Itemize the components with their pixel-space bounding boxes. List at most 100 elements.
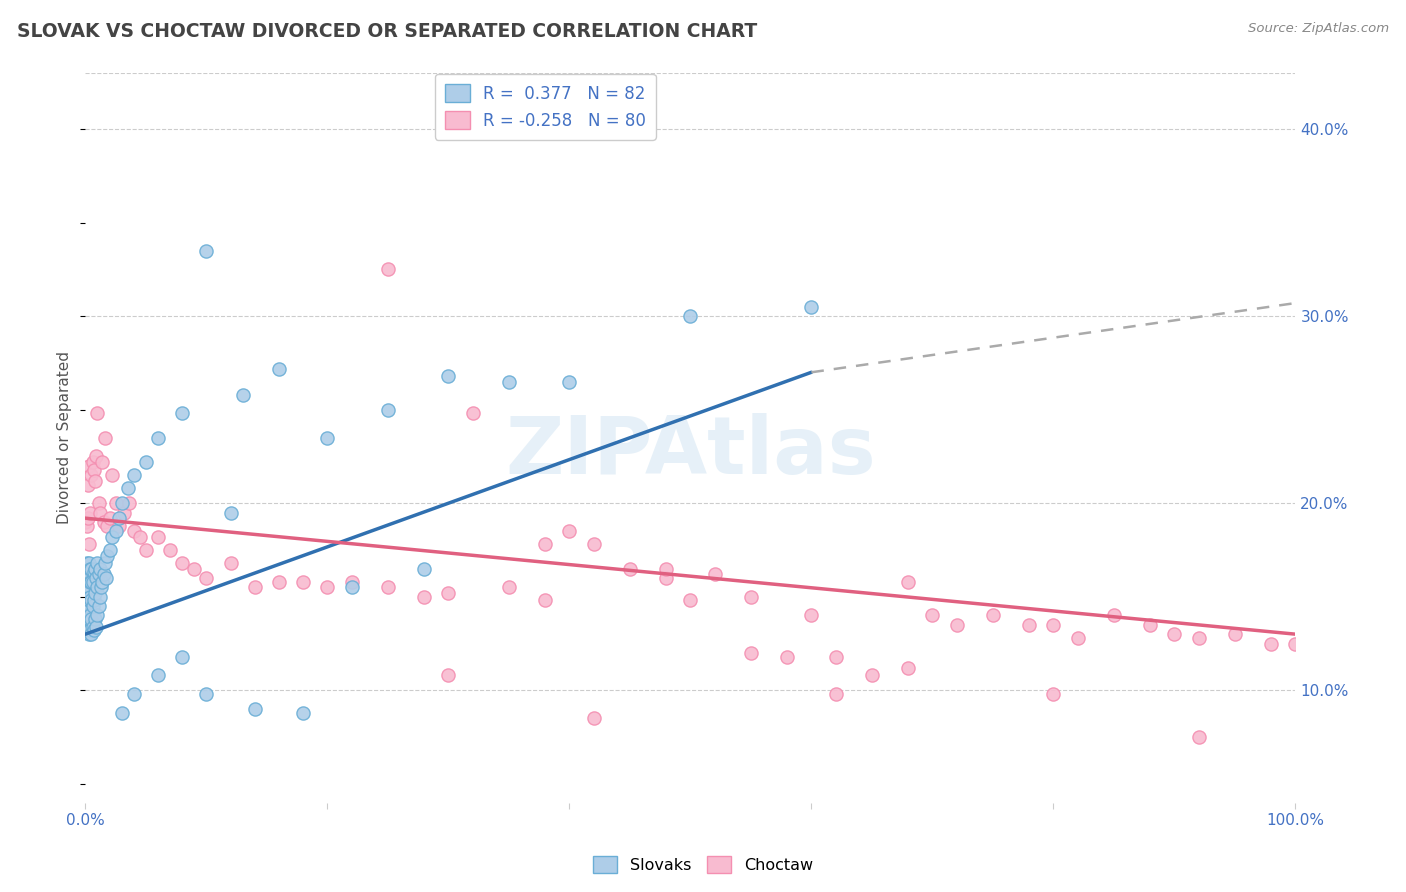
- Point: [75, 581, 97, 595]
- Point: [77, 537, 100, 551]
- Point: [87, 567, 110, 582]
- Point: [135, 543, 157, 558]
- Point: [93, 556, 115, 570]
- Point: [84, 612, 107, 626]
- Point: [437, 586, 460, 600]
- Point: [122, 687, 145, 701]
- Point: [86, 581, 108, 595]
- Text: ZIPAtlas: ZIPAtlas: [505, 413, 876, 491]
- Point: [703, 567, 725, 582]
- Point: [1042, 687, 1064, 701]
- Point: [86, 556, 108, 570]
- Point: [75, 562, 97, 576]
- Point: [79, 624, 101, 638]
- Point: [77, 458, 100, 473]
- Point: [897, 574, 920, 589]
- Point: [111, 496, 134, 510]
- Point: [1188, 631, 1211, 645]
- Point: [76, 571, 98, 585]
- Point: [118, 496, 141, 510]
- Point: [91, 574, 114, 589]
- Point: [437, 668, 460, 682]
- Legend: R =  0.377   N = 82, R = -0.258   N = 80: R = 0.377 N = 82, R = -0.258 N = 80: [434, 74, 655, 140]
- Point: [498, 375, 520, 389]
- Point: [83, 624, 105, 638]
- Point: [316, 581, 339, 595]
- Point: [84, 562, 107, 576]
- Point: [84, 571, 107, 585]
- Point: [79, 590, 101, 604]
- Point: [316, 431, 339, 445]
- Point: [377, 262, 399, 277]
- Y-axis label: Divorced or Separated: Divorced or Separated: [58, 351, 72, 524]
- Point: [655, 562, 678, 576]
- Point: [98, 511, 121, 525]
- Point: [89, 562, 111, 576]
- Point: [558, 524, 581, 539]
- Point: [87, 496, 110, 510]
- Point: [146, 530, 169, 544]
- Point: [1188, 730, 1211, 744]
- Point: [824, 649, 846, 664]
- Point: [96, 518, 118, 533]
- Point: [860, 668, 883, 682]
- Text: Source: ZipAtlas.com: Source: ZipAtlas.com: [1249, 22, 1389, 36]
- Point: [80, 562, 103, 576]
- Point: [582, 711, 605, 725]
- Point: [77, 567, 100, 582]
- Point: [981, 608, 1004, 623]
- Point: [243, 702, 266, 716]
- Point: [897, 661, 920, 675]
- Point: [83, 593, 105, 607]
- Point: [86, 608, 108, 623]
- Point: [82, 599, 104, 613]
- Point: [77, 593, 100, 607]
- Point: [76, 586, 98, 600]
- Point: [79, 574, 101, 589]
- Point: [122, 468, 145, 483]
- Point: [377, 581, 399, 595]
- Point: [87, 599, 110, 613]
- Point: [84, 474, 107, 488]
- Point: [1163, 627, 1185, 641]
- Point: [86, 406, 108, 420]
- Point: [679, 593, 702, 607]
- Point: [79, 562, 101, 576]
- Point: [80, 468, 103, 483]
- Point: [534, 537, 557, 551]
- Point: [76, 581, 98, 595]
- Point: [340, 581, 363, 595]
- Point: [75, 515, 97, 529]
- Point: [1139, 617, 1161, 632]
- Point: [195, 687, 218, 701]
- Point: [82, 455, 104, 469]
- Point: [76, 477, 98, 491]
- Point: [558, 375, 581, 389]
- Point: [76, 511, 98, 525]
- Point: [76, 612, 98, 626]
- Point: [172, 556, 194, 570]
- Point: [93, 515, 115, 529]
- Point: [91, 455, 114, 469]
- Point: [93, 567, 115, 582]
- Point: [79, 506, 101, 520]
- Point: [219, 556, 242, 570]
- Point: [292, 706, 315, 720]
- Point: [232, 388, 254, 402]
- Point: [75, 571, 97, 585]
- Point: [377, 402, 399, 417]
- Point: [84, 450, 107, 464]
- Point: [82, 620, 104, 634]
- Point: [267, 574, 290, 589]
- Text: SLOVAK VS CHOCTAW DIVORCED OR SEPARATED CORRELATION CHART: SLOVAK VS CHOCTAW DIVORCED OR SEPARATED …: [17, 22, 756, 41]
- Point: [159, 543, 181, 558]
- Point: [83, 462, 105, 476]
- Point: [800, 608, 823, 623]
- Point: [77, 627, 100, 641]
- Point: [76, 518, 98, 533]
- Point: [128, 530, 150, 544]
- Point: [79, 608, 101, 623]
- Point: [84, 586, 107, 600]
- Point: [89, 506, 111, 520]
- Point: [1018, 617, 1040, 632]
